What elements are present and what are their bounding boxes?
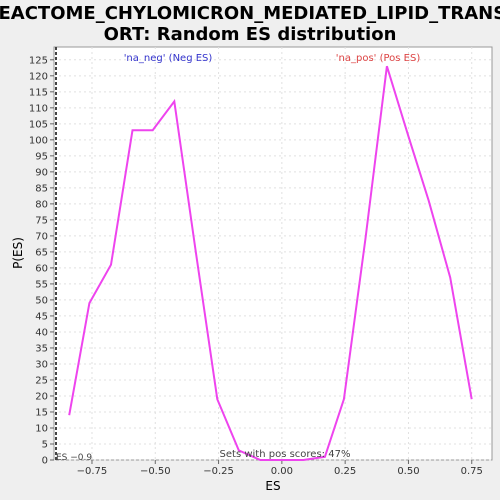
chart-title-line2: ORT: Random ES distribution bbox=[104, 24, 397, 45]
x-tick-label: 0.75 bbox=[461, 466, 483, 477]
y-tick-label: 70 bbox=[35, 231, 48, 242]
pos-scores-annotation: Sets with pos scores: 47% bbox=[220, 449, 351, 460]
x-tick-label: −0.75 bbox=[77, 466, 108, 477]
series-line bbox=[68, 65, 473, 461]
y-tick-label: 115 bbox=[29, 87, 48, 98]
y-tick-label: 125 bbox=[29, 55, 48, 66]
y-tick-label: 110 bbox=[29, 103, 48, 114]
y-tick-label: 35 bbox=[35, 343, 48, 354]
y-tick-label: 60 bbox=[35, 263, 48, 274]
y-tick-label: 120 bbox=[29, 71, 48, 82]
x-tick-label: −0.50 bbox=[140, 466, 171, 477]
legend-pos: 'na_pos' (Pos ES) bbox=[336, 53, 421, 64]
y-tick-label: 55 bbox=[35, 279, 48, 290]
y-tick-label: 5 bbox=[42, 439, 48, 450]
y-tick-label: 90 bbox=[35, 167, 48, 178]
y-tick-label: 40 bbox=[35, 327, 48, 338]
legend-neg: 'na_neg' (Neg ES) bbox=[124, 53, 213, 64]
x-tick-label: 0.00 bbox=[271, 466, 293, 477]
y-tick-label: 25 bbox=[35, 375, 48, 386]
y-tick-label: 0 bbox=[42, 456, 48, 467]
y-tick-label: 100 bbox=[29, 135, 48, 146]
y-tick-label: 65 bbox=[35, 247, 48, 258]
y-tick-label: 105 bbox=[29, 119, 48, 130]
y-tick-label: 50 bbox=[35, 295, 48, 306]
x-axis-label: ES bbox=[265, 479, 280, 493]
chart-title-line1: REACTOME_CHYLOMICRON_MEDIATED_LIPID_TRAN… bbox=[0, 3, 500, 24]
y-tick-label: 30 bbox=[35, 359, 48, 370]
y-axis-label: P(ES) bbox=[11, 237, 25, 269]
x-tick-label: 0.50 bbox=[397, 466, 419, 477]
y-tick-label: 80 bbox=[35, 199, 48, 210]
y-tick-label: 95 bbox=[35, 151, 48, 162]
plot-area bbox=[53, 46, 493, 461]
x-tick-label: −0.25 bbox=[203, 466, 234, 477]
y-tick-label: 85 bbox=[35, 183, 48, 194]
y-tick-label: 15 bbox=[35, 407, 48, 418]
y-tick-label: 20 bbox=[35, 391, 48, 402]
es-marker-label: ES −0.9 bbox=[56, 453, 92, 463]
y-tick-label: 10 bbox=[35, 423, 48, 434]
y-tick-label: 75 bbox=[35, 215, 48, 226]
x-tick-label: 0.25 bbox=[334, 466, 356, 477]
axis-ticks: 0 5 10 15 20 25 30 35 40 45 50 55 60 65 70 75 80 85 90 95 10… bbox=[29, 55, 483, 477]
y-tick-label: 45 bbox=[35, 311, 48, 322]
